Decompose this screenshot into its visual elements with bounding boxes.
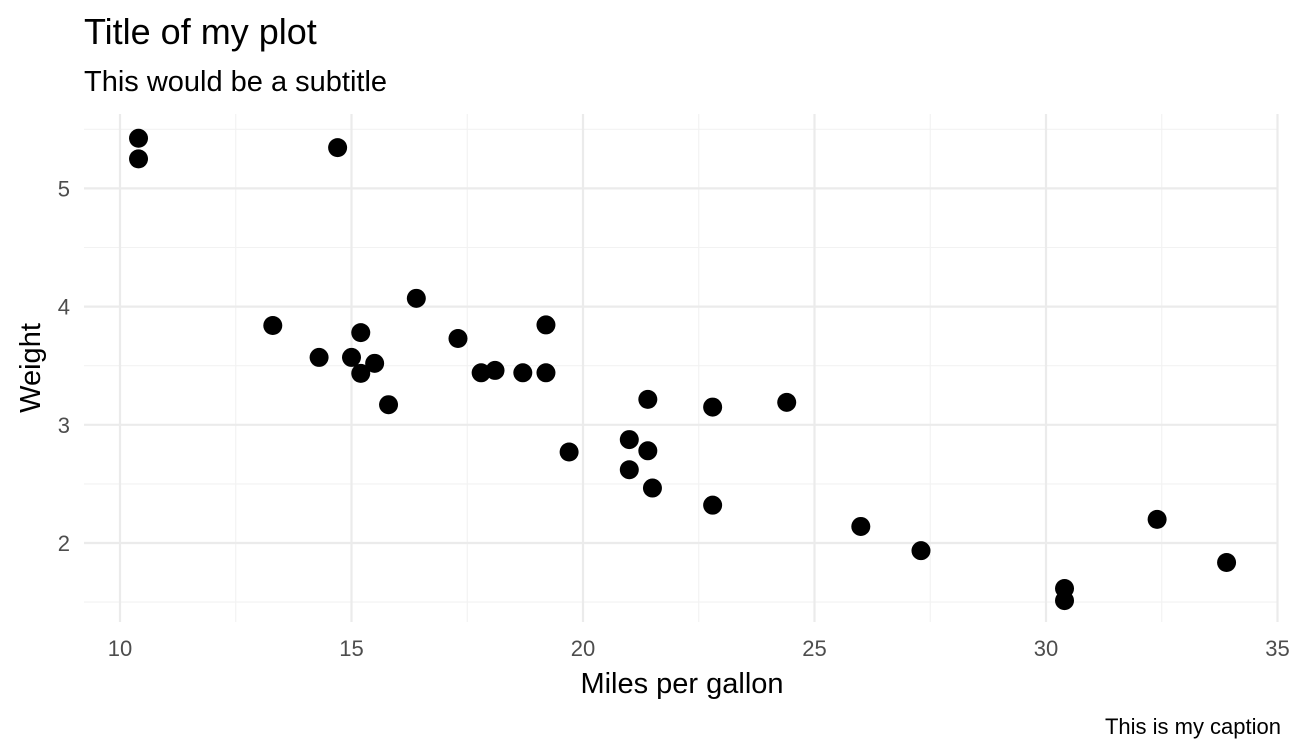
scatter-point: [851, 516, 871, 536]
data-points: [129, 128, 1237, 611]
scatter-point: [777, 392, 797, 412]
y-tick-label: 2: [58, 531, 70, 556]
scatter-point: [638, 389, 658, 409]
scatter-point: [703, 397, 723, 417]
grid-lines: [84, 114, 1279, 622]
y-tick-label: 3: [58, 413, 70, 438]
scatter-point: [328, 138, 348, 158]
scatter-point: [703, 495, 723, 515]
x-axis-ticks: 10 15 20 25 30 35: [108, 636, 1290, 661]
scatter-point: [448, 329, 468, 349]
scatter-point: [129, 128, 149, 148]
y-tick-label: 4: [58, 295, 70, 320]
chart-caption: This is my caption: [1105, 714, 1281, 739]
scatter-point: [619, 430, 639, 450]
x-tick-label: 20: [571, 636, 595, 661]
x-axis-title: Miles per gallon: [580, 668, 783, 700]
x-tick-label: 25: [802, 636, 826, 661]
x-tick-label: 10: [108, 636, 132, 661]
chart-title: Title of my plot: [84, 11, 317, 52]
x-tick-label: 30: [1034, 636, 1058, 661]
scatter-point: [309, 347, 329, 367]
scatter-point: [559, 442, 579, 462]
scatter-point: [1217, 553, 1237, 573]
y-tick-label: 5: [58, 176, 70, 201]
scatter-point: [406, 288, 426, 308]
scatter-point: [471, 363, 491, 383]
scatter-point: [351, 323, 371, 343]
scatter-point: [263, 316, 283, 336]
scatter-point: [911, 541, 931, 561]
chart-subtitle: This would be a subtitle: [84, 66, 387, 98]
y-axis-ticks: 2 3 4 5: [58, 176, 70, 556]
scatter-point: [342, 347, 361, 367]
scatter-point: [379, 395, 399, 415]
y-axis-title: Weight: [15, 323, 47, 413]
scatter-point: [536, 363, 556, 383]
scatter-point: [536, 315, 556, 335]
scatter-point: [365, 353, 385, 373]
x-tick-label: 35: [1265, 636, 1289, 661]
scatter-point: [642, 478, 662, 498]
scatter-point: [619, 460, 639, 480]
scatter-point: [1147, 509, 1167, 529]
scatter-point: [513, 363, 533, 383]
scatter-point: [351, 363, 371, 383]
scatter-point: [1055, 591, 1075, 611]
scatter-point: [638, 441, 658, 461]
x-tick-label: 15: [339, 636, 363, 661]
scatter-point: [129, 149, 149, 169]
